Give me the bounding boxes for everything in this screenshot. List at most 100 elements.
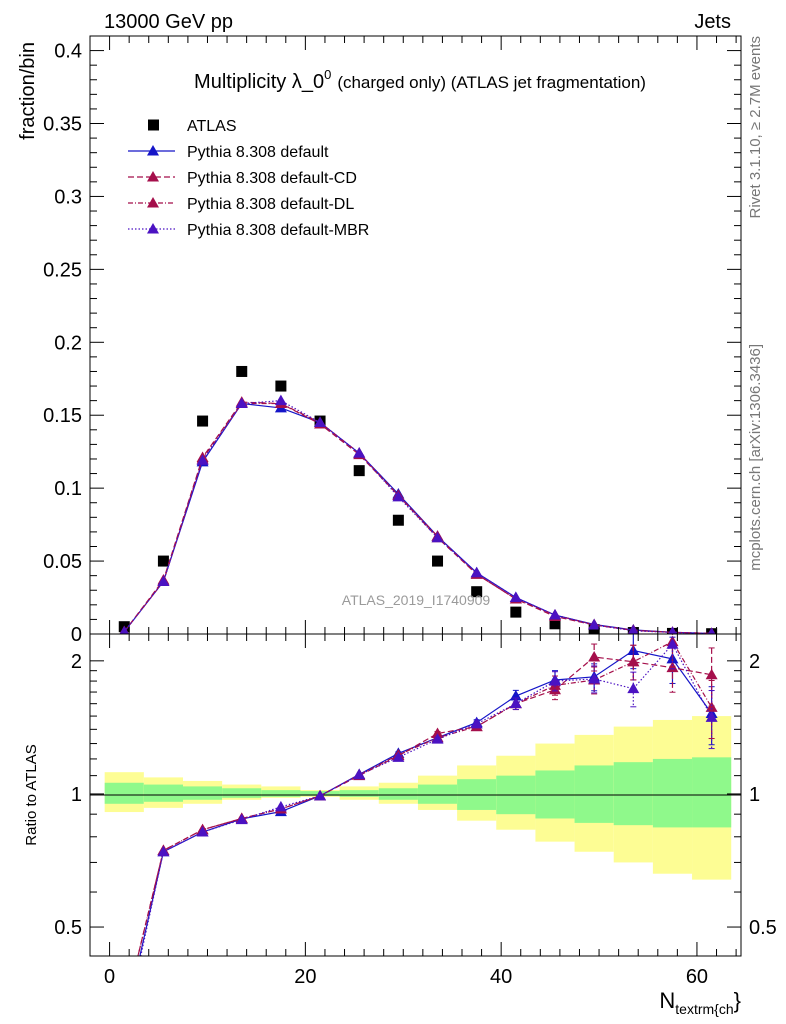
main-y-tick-label: 0.1 [54,478,82,500]
pythia-8-308-default-mbr-point [509,591,522,603]
pythia-8-308-default-mbr-ratio-point [431,733,444,744]
pythia-8-308-default-mbr-point [392,490,405,502]
pythia-8-308-default-mbr-point [668,626,677,634]
pythia-8-308-default-mbr-point [549,609,561,620]
plot-title: Multiplicity λ_00 (charged only) (ATLAS j… [194,67,646,93]
x-axis-label-subscript: textrm{ch [675,1001,733,1017]
atlas-point [549,618,561,630]
pythia-8-308-default-mbr-ratio-point [627,682,640,694]
main-watermark: ATLAS_2019_I1740909 [342,592,491,608]
ratio-stat-band [652,758,693,828]
main-y-axis-label: fraction/bin [17,42,39,140]
pythia-8-308-default-mbr-ratio-point [235,813,248,825]
legend-marker-pythia-8-308-default-cd [147,171,159,182]
ratio-y-tick-label: 1 [71,784,82,806]
ratio-y-ticks: 0.5 0.5 1 1 2 2 [54,651,777,939]
pythia-8-308-default-mbr-ratio-point [509,697,522,709]
ratio-y-tick-label-right: 0.5 [749,917,777,939]
pythia-8-308-default-mbr-ratio-point [666,638,679,649]
legend-marker-atlas [148,119,159,131]
ratio-plot-panel: 0.5 0.5 1 1 2 2 0 20 40 60 Ratio to ATLAS Ntextr… [23,633,777,1017]
plot-title-main: Multiplicity λ_0 [194,71,324,93]
ratio-y-tick-label-right: 1 [749,784,760,806]
pythia-8-308-default-mbr-point [157,575,170,586]
legend-label-pythia-8-308-default-mbr: Pythia 8.308 default-MBR [187,222,369,239]
pythia-8-308-default-mbr-ratio-point [157,845,170,857]
legend-marker-pythia-8-308-default [147,145,159,156]
ratio-stat-band [417,784,458,804]
pythia-8-308-default-mbr-ratio-point [470,717,483,729]
atlas-point [432,555,444,567]
atlas-point [392,514,404,526]
x-axis-label-main: N [659,988,675,1013]
atlas-point [471,586,483,598]
pythia-8-308-default-mbr-point [274,394,287,406]
atlas-point [510,606,522,618]
pythia-8-308-default-mbr-point [588,618,601,630]
ratio-uncertainty-bands [104,716,732,880]
atlas-point [353,465,365,477]
pythia-8-308-default-mbr-point [431,531,444,543]
pythia-8-308-default-mbr-point [353,447,366,458]
main-y-tick-label: 0.4 [54,41,82,63]
plot-title-suffix: (charged only) (ATLAS jet fragmentation) [337,73,646,92]
legend-label-pythia-8-308-default-dl: Pythia 8.308 default-DL [187,196,354,213]
atlas-point [275,380,287,392]
pythia-8-308-default-cd-ratio-point [588,651,601,662]
legend: ATLAS Pythia 8.308 default Pythia 8.308 de… [128,118,369,239]
ratio-plot-frame [89,633,742,957]
main-y-tick-label: 0.35 [43,114,82,136]
legend-marker-pythia-8-308-default-dl [147,197,159,208]
ratio-stat-band [183,786,223,800]
main-series-group [118,365,718,634]
pythia-8-308-default-dl-ratio-point [627,655,640,667]
ratio-stat-band [574,765,614,823]
legend-marker-pythia-8-308-default-mbr [147,223,159,234]
ratio-series-group [137,634,718,956]
energy-label: 13000 GeV pp [104,11,233,33]
x-tick-label: 40 [490,966,512,988]
pythia-8-308-default-mbr-point [314,416,327,428]
process-label: Jets [694,11,731,33]
atlas-point [157,555,169,567]
ratio-stat-band [692,757,732,828]
ratio-y-axis-label: Ratio to ATLAS [23,744,40,845]
ratio-y-tick-label: 2 [71,651,82,673]
x-ticks: 0 20 40 60 [89,634,737,988]
main-y-tick-label: 0.3 [54,186,82,208]
main-plot-marks [118,365,718,634]
pythia-8-308-default-mbr-ratio-point [705,711,718,722]
pythia-8-308-default-mbr-ratio-line [140,643,713,956]
atlas-point [236,365,248,377]
ratio-stat-band [613,762,653,826]
ratio-y-tick-label: 0.5 [54,917,82,939]
pythia-8-308-default-mbr-point [628,624,639,634]
pythia-8-308-default-mbr-ratio-point [588,672,601,684]
mcplots-label: mcplots.cern.ch [arXiv:1306.3436] [747,344,764,571]
pythia-8-308-default-mbr-ratio-point [549,675,561,686]
pythia-8-308-default-mbr-point [235,397,248,409]
pythia-8-308-default-cd-ratio-point [666,661,679,673]
ratio-y-tick-label-right: 2 [749,651,760,673]
pythia-8-308-default-cd-ratio-line [137,656,712,956]
pythia-8-308-default-mbr-ratio-point [274,800,287,812]
ratio-stat-band [104,782,144,804]
ratio-stat-band [261,790,301,797]
main-plot-panel: 0 0.05 0.1 0.15 0.2 0.25 0.3 0.35 0.4 fraction/b… [17,35,742,646]
legend-label-atlas: ATLAS [187,118,237,135]
pythia-8-308-default-dl-ratio-line [137,640,713,956]
main-y-tick-label: 0.05 [43,551,82,573]
plot-title-superscript: 0 [324,67,331,82]
pythia-8-308-default-mbr-point [119,625,129,634]
main-y-tick-label: 0.2 [54,332,82,354]
pythia-8-308-default-cd-ratio-point [705,668,718,680]
pythia-8-308-default-mbr-point [707,627,716,634]
pythia-8-308-default-mbr-ratio-point [314,789,327,801]
pythia-8-308-default-mbr-point [470,566,483,578]
rivet-label: Rivet 3.1.10, ≥ 2.7M events [747,36,764,219]
ratio-stat-band [378,788,418,800]
pythia-8-308-default-mbr-ratio-point [392,751,405,762]
main-y-tick-label: 0.15 [43,405,82,427]
ratio-plot-marks [137,634,718,956]
